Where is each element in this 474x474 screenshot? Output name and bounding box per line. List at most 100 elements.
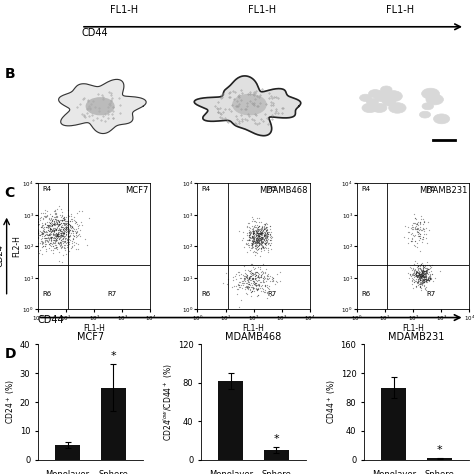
Point: [34, 229, 42, 237]
Point: [44, 221, 51, 228]
Point: [239, 281, 247, 289]
Point: [425, 275, 432, 283]
Point: [70, 234, 77, 242]
Point: [52, 217, 60, 225]
Point: [412, 257, 419, 264]
Point: [247, 289, 255, 296]
Point: [253, 244, 261, 251]
Point: [252, 230, 259, 238]
Point: [256, 235, 264, 242]
Text: C: C: [5, 186, 15, 200]
Point: [249, 275, 256, 283]
Point: [55, 236, 63, 243]
Point: [246, 272, 254, 280]
Point: [422, 270, 429, 277]
Point: [408, 271, 415, 279]
Point: [247, 245, 255, 252]
Point: [59, 231, 66, 239]
Point: [252, 245, 260, 253]
Point: [51, 207, 58, 214]
Point: [49, 225, 56, 233]
Point: [421, 267, 428, 274]
Point: [72, 231, 80, 238]
Point: [55, 230, 63, 237]
Point: [57, 229, 64, 237]
Point: [60, 251, 67, 258]
Point: [264, 238, 271, 246]
Point: [257, 236, 265, 244]
Point: [248, 239, 255, 246]
Point: [34, 215, 42, 223]
Point: [415, 271, 423, 278]
Point: [34, 228, 42, 236]
Point: [412, 271, 419, 279]
Point: [250, 239, 257, 246]
Point: [414, 266, 421, 274]
Point: [61, 242, 69, 249]
Point: [257, 233, 264, 240]
Point: [38, 238, 46, 246]
Point: [66, 236, 74, 244]
Point: [249, 243, 256, 251]
Point: [71, 238, 78, 246]
Point: [237, 274, 245, 282]
Point: [47, 215, 55, 223]
Circle shape: [419, 111, 430, 118]
Point: [260, 275, 268, 283]
Point: [426, 273, 433, 280]
Point: [70, 232, 77, 240]
Point: [59, 216, 67, 223]
Point: [57, 239, 65, 247]
Point: [255, 237, 262, 245]
Point: [245, 274, 253, 282]
Point: [412, 271, 419, 279]
Point: [72, 227, 79, 235]
Point: [419, 269, 426, 276]
Point: [422, 277, 429, 285]
Point: [419, 278, 426, 285]
Point: [61, 219, 69, 227]
Point: [51, 221, 59, 229]
Point: [58, 229, 66, 237]
Point: [66, 222, 73, 229]
Point: [419, 271, 427, 279]
Point: [420, 278, 428, 286]
Point: [245, 267, 252, 275]
Point: [247, 266, 255, 273]
Point: [58, 217, 65, 224]
Text: FL1-H: FL1-H: [248, 5, 276, 15]
Point: [263, 283, 271, 290]
Point: [425, 268, 433, 276]
Point: [421, 277, 428, 285]
Point: [419, 271, 427, 279]
Point: [56, 229, 64, 237]
Point: [410, 219, 417, 227]
Point: [245, 266, 252, 273]
Point: [44, 230, 51, 237]
Point: [52, 243, 59, 251]
Point: [423, 262, 430, 269]
Point: [251, 226, 258, 234]
Point: [34, 233, 42, 241]
Point: [34, 233, 42, 241]
Point: [424, 271, 432, 278]
Point: [423, 269, 430, 276]
Point: [38, 239, 46, 247]
Point: [47, 235, 55, 242]
Point: [264, 233, 271, 241]
Point: [50, 224, 57, 232]
Point: [417, 270, 425, 278]
Point: [411, 231, 419, 238]
Point: [50, 236, 58, 244]
Point: [248, 272, 255, 279]
Point: [415, 275, 422, 283]
Point: [264, 272, 272, 280]
Point: [238, 236, 246, 244]
Point: [236, 268, 243, 275]
Point: [57, 213, 65, 220]
Point: [246, 233, 253, 240]
Point: [408, 274, 416, 282]
Point: [422, 275, 429, 283]
Bar: [218, 381, 243, 460]
Point: [411, 225, 419, 233]
